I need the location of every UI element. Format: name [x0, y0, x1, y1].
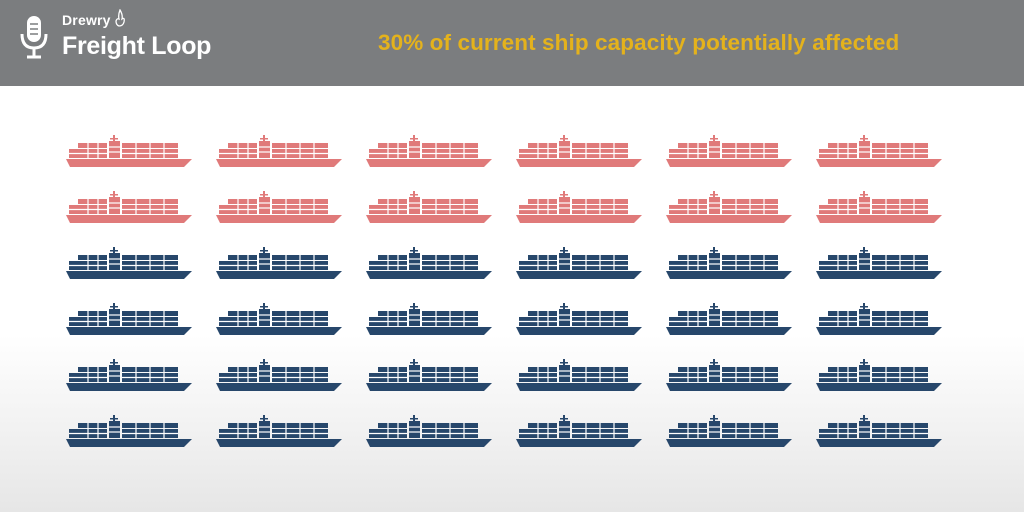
container-ship-icon — [66, 135, 192, 169]
container-ship-icon — [66, 303, 192, 337]
container-ship-icon — [666, 359, 792, 393]
container-ship-icon — [516, 135, 642, 169]
flame-icon — [115, 9, 125, 27]
container-ship-icon — [816, 135, 942, 169]
container-ship-icon — [66, 359, 192, 393]
container-ship-icon — [516, 303, 642, 337]
container-ship-icon — [366, 415, 492, 449]
container-ship-icon — [216, 415, 342, 449]
container-ship-icon — [366, 247, 492, 281]
container-ship-icon — [516, 359, 642, 393]
container-ship-icon — [666, 135, 792, 169]
container-ship-icon — [666, 191, 792, 225]
container-ship-icon — [216, 247, 342, 281]
container-ship-icon — [366, 135, 492, 169]
container-ship-icon — [66, 415, 192, 449]
ship-grid — [66, 135, 946, 455]
container-ship-icon — [516, 415, 642, 449]
header-bar: Drewry Freight Loop 30% of current ship … — [0, 0, 1024, 86]
container-ship-icon — [366, 303, 492, 337]
container-ship-icon — [66, 191, 192, 225]
container-ship-icon — [666, 247, 792, 281]
container-ship-icon — [366, 359, 492, 393]
container-ship-icon — [516, 247, 642, 281]
brand-small: Drewry — [62, 12, 111, 28]
container-ship-icon — [816, 303, 942, 337]
logo: Drewry Freight Loop — [18, 9, 218, 70]
container-ship-icon — [516, 191, 642, 225]
container-ship-icon — [666, 303, 792, 337]
headline: 30% of current ship capacity potentially… — [378, 30, 900, 55]
container-ship-icon — [816, 247, 942, 281]
container-ship-icon — [816, 415, 942, 449]
container-ship-icon — [216, 303, 342, 337]
container-ship-icon — [66, 247, 192, 281]
container-ship-icon — [366, 191, 492, 225]
container-ship-icon — [216, 135, 342, 169]
container-ship-icon — [816, 359, 942, 393]
container-ship-icon — [216, 359, 342, 393]
container-ship-icon — [666, 415, 792, 449]
container-ship-icon — [216, 191, 342, 225]
microphone-icon — [20, 16, 48, 59]
container-ship-icon — [816, 191, 942, 225]
brand-title: Freight Loop — [62, 32, 212, 60]
